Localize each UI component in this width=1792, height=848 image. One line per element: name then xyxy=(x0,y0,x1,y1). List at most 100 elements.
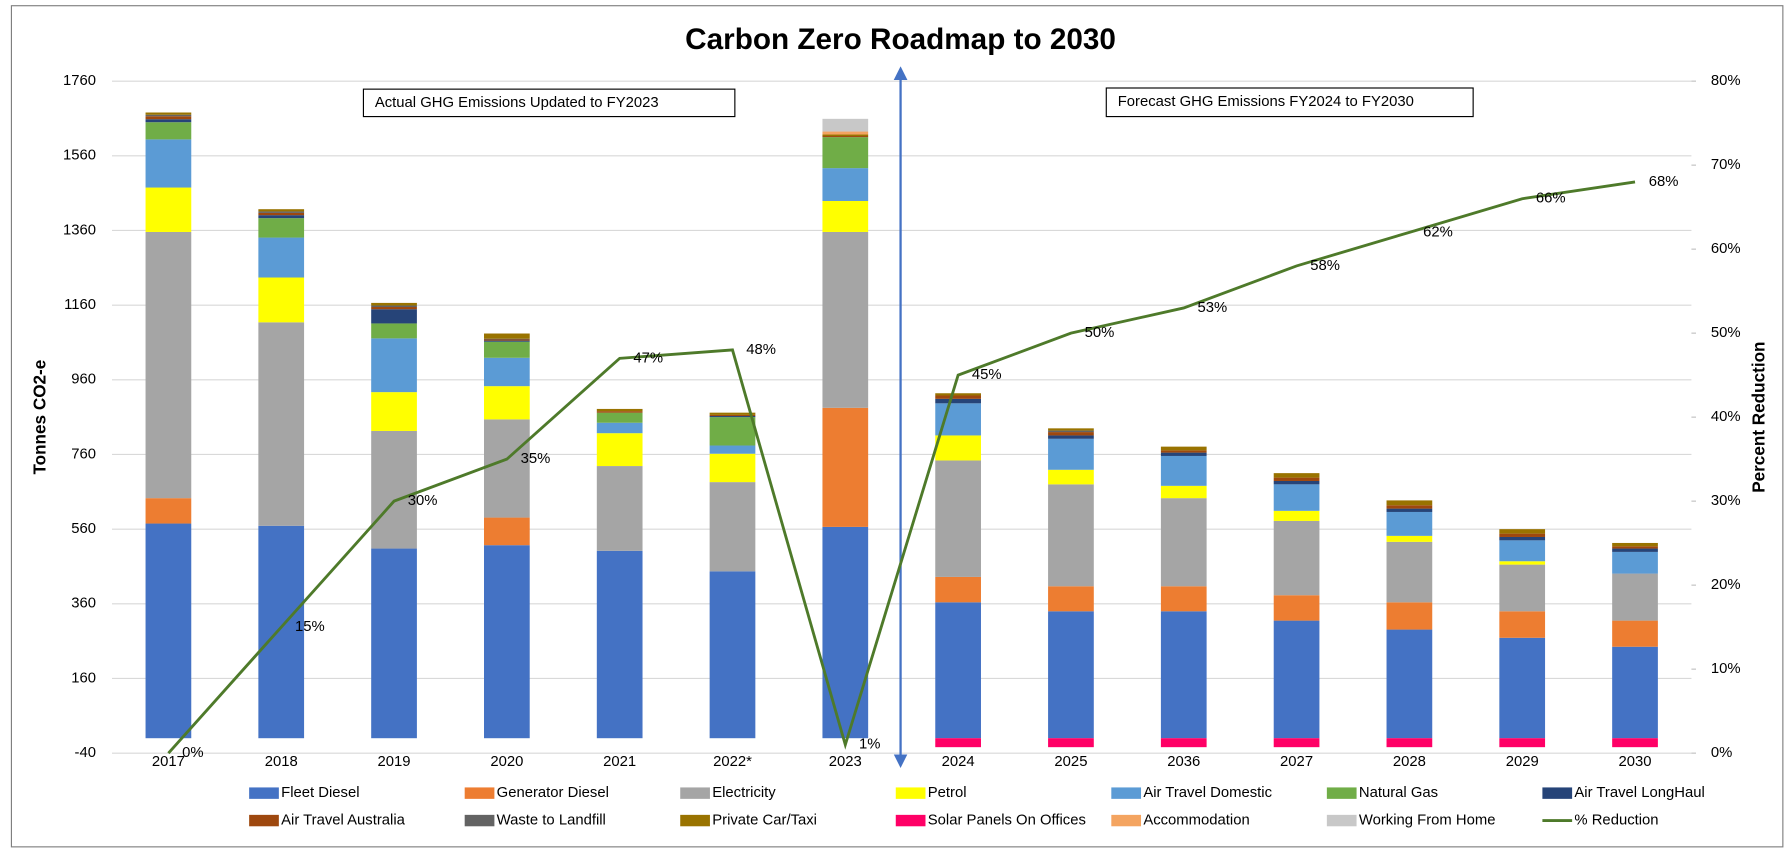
x-tick-label: 2020 xyxy=(490,754,523,770)
bar-segment xyxy=(371,548,417,739)
x-tick-label: 2027 xyxy=(1280,754,1313,770)
bar-segment xyxy=(371,305,417,308)
bar-segment xyxy=(371,338,417,393)
overlay: -40 160 360 560 760 960 1160 1360 1560 1760 0% 10% 2… xyxy=(63,73,1741,828)
x-tick-label: 2030 xyxy=(1619,754,1652,770)
bar-segment xyxy=(484,340,530,342)
y-tick-label: 360 xyxy=(71,596,96,612)
bar-segment xyxy=(709,417,756,446)
bar-segment xyxy=(1273,477,1320,481)
y2-tick-label: 70% xyxy=(1711,157,1741,173)
legend-swatch xyxy=(895,787,926,799)
bar-segment xyxy=(1386,541,1433,603)
bar-segment xyxy=(484,517,530,546)
bar-segment xyxy=(1386,602,1433,630)
bar-segment xyxy=(484,545,530,739)
data-label: 0% xyxy=(182,745,203,761)
bar-segment xyxy=(1273,738,1320,748)
bar-segment xyxy=(1386,535,1433,542)
bar-segment xyxy=(1048,611,1094,739)
bar-segment xyxy=(484,333,530,339)
bar-segment xyxy=(258,211,305,213)
annotation-box xyxy=(362,88,736,118)
bar-segment xyxy=(145,116,192,120)
data-label: 68% xyxy=(1649,174,1679,190)
bar-segment xyxy=(1273,620,1320,739)
bar-segment xyxy=(935,395,981,399)
bar-segment xyxy=(822,137,869,169)
y-tick-label: 760 xyxy=(71,446,96,462)
legend-swatch xyxy=(680,814,710,827)
bar-segment xyxy=(1386,511,1433,536)
legend-label: Air Travel Australia xyxy=(281,812,405,828)
bar-segment xyxy=(1612,738,1658,748)
y-tick-label: 1360 xyxy=(63,222,96,238)
bar-segment xyxy=(935,403,981,436)
bar-segment xyxy=(1386,508,1433,512)
x-tick-label: 2018 xyxy=(265,754,298,770)
y-tick-label: 560 xyxy=(71,521,96,537)
bar-segment xyxy=(1273,484,1320,511)
x-tick-label: 2023 xyxy=(829,754,862,770)
y-tick-label: 960 xyxy=(71,372,96,388)
bar-segment xyxy=(1612,620,1658,647)
legend-swatch xyxy=(464,814,495,827)
legend-swatch xyxy=(1326,787,1357,799)
bar-segment xyxy=(1048,469,1094,485)
y2-tick-label: 30% xyxy=(1711,493,1741,509)
bar-segment xyxy=(371,430,417,549)
bar-segment xyxy=(1499,529,1546,534)
bar-segment xyxy=(1386,738,1433,748)
x-tick-label: 2019 xyxy=(378,754,411,770)
x-tick-label: 2022* xyxy=(713,754,752,770)
bar-segment xyxy=(1048,428,1094,431)
bar-segment xyxy=(258,525,305,739)
legend-label: Natural Gas xyxy=(1359,785,1438,801)
bar-segment xyxy=(822,118,869,132)
x-tick-label: 2028 xyxy=(1393,754,1426,770)
line-series xyxy=(167,180,1636,755)
x-tick-label: 2025 xyxy=(1054,754,1087,770)
x-tick-label: 2024 xyxy=(942,754,975,770)
legend-label: Air Travel Domestic xyxy=(1143,785,1272,801)
legend-swatch xyxy=(1111,787,1142,799)
legend-label: Solar Panels On Offices xyxy=(928,812,1086,828)
bar-segment xyxy=(1273,520,1320,596)
bar-segment xyxy=(1499,561,1546,565)
legend-swatch xyxy=(249,787,279,799)
bar-segment xyxy=(935,602,981,739)
bar-segment xyxy=(709,416,756,418)
legend-label: Private Car/Taxi xyxy=(712,812,817,828)
data-label: 62% xyxy=(1423,224,1453,240)
bar-segment xyxy=(145,122,192,140)
bar-segment xyxy=(935,460,981,577)
legend-swatch xyxy=(1542,787,1573,799)
legend-label: Petrol xyxy=(928,785,967,801)
bar-segment xyxy=(484,339,530,341)
bar-segment xyxy=(1048,430,1094,433)
x-tick-label: 2036 xyxy=(1167,754,1200,770)
bar-segment xyxy=(1273,473,1320,478)
bar-segment xyxy=(822,168,869,201)
y-tick-label: 1760 xyxy=(63,73,96,89)
y2-tick-label: 50% xyxy=(1711,325,1741,341)
bar-segment xyxy=(258,215,305,219)
data-label: 58% xyxy=(1310,258,1340,274)
chart-title: Carbon Zero Roadmap to 2030 xyxy=(685,23,1116,56)
bar-segment xyxy=(822,131,869,135)
legend-swatch xyxy=(464,787,495,799)
y2-tick-label: 80% xyxy=(1711,73,1741,89)
bar-segment xyxy=(145,112,192,115)
legend-label: Fleet Diesel xyxy=(281,785,359,801)
y-tick-label: 1560 xyxy=(63,148,96,164)
bar-segment xyxy=(1273,510,1320,521)
bar-segment xyxy=(1160,611,1207,739)
y2-tick-label: 0% xyxy=(1711,745,1732,761)
bar-segment xyxy=(935,738,981,748)
y-axis-label: Tonnes CO2-e xyxy=(30,360,50,475)
data-label: 53% xyxy=(1197,300,1227,316)
bar-segment xyxy=(709,412,756,415)
bar-segment xyxy=(371,307,417,310)
annotation: Forecast GHG Emissions FY2024 to FY2030 xyxy=(1118,94,1414,110)
